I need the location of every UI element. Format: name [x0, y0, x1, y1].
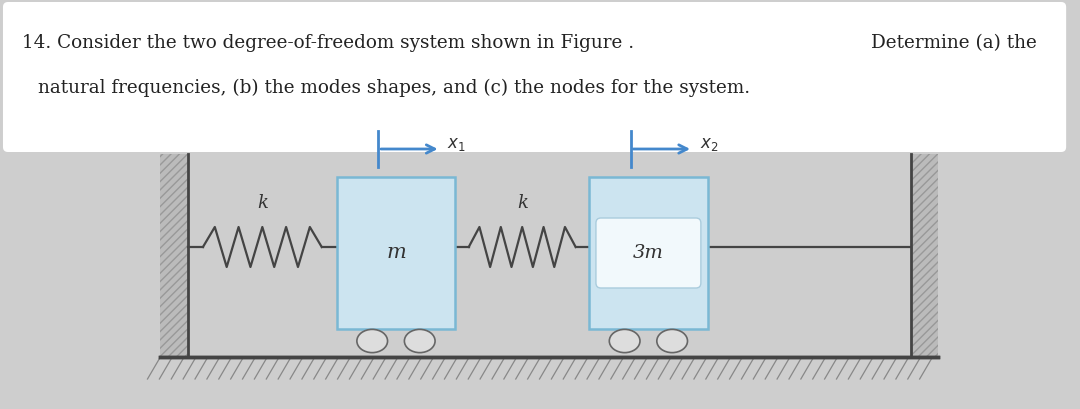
- Text: 14. Consider the two degree-of-freedom system shown in Figure .: 14. Consider the two degree-of-freedom s…: [22, 34, 634, 52]
- Ellipse shape: [356, 329, 388, 353]
- Bar: [589, 177, 707, 329]
- Text: natural frequencies, (b) the modes shapes, and (c) the nodes for the system.: natural frequencies, (b) the modes shape…: [38, 79, 750, 97]
- Ellipse shape: [657, 329, 688, 353]
- Bar: [337, 177, 456, 329]
- Ellipse shape: [609, 329, 640, 353]
- FancyBboxPatch shape: [3, 2, 1066, 152]
- Ellipse shape: [404, 329, 435, 353]
- Text: Determine (a) the: Determine (a) the: [872, 34, 1037, 52]
- FancyBboxPatch shape: [596, 218, 701, 288]
- Text: k: k: [257, 194, 268, 212]
- Text: 3m: 3m: [633, 244, 664, 262]
- Text: $x_1$: $x_1$: [447, 137, 467, 153]
- Bar: [160, 154, 188, 357]
- Bar: [910, 154, 939, 357]
- Text: k: k: [516, 194, 528, 212]
- Text: $x_2$: $x_2$: [700, 137, 718, 153]
- Text: m: m: [386, 243, 406, 263]
